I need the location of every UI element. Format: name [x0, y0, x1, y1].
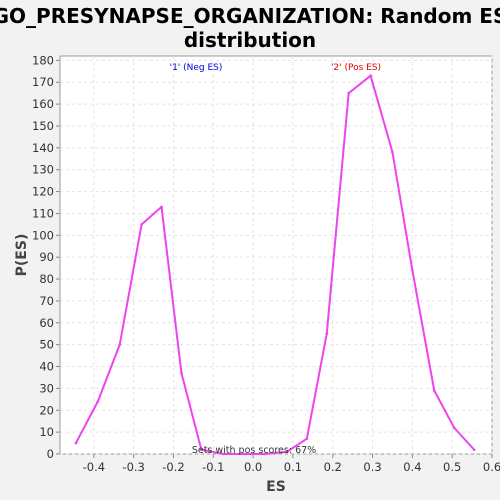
data-point — [74, 441, 78, 445]
grid — [60, 56, 493, 455]
y-tick-label: 100 — [32, 228, 54, 242]
y-tick-label: 40 — [39, 360, 54, 374]
data-point — [118, 343, 122, 346]
y-tick-label: 160 — [32, 97, 54, 111]
axis-ticks: -0.4 -0.3 -0.2 -0.1 0.0 0.1 0.2 0.3 0.4 0.5 0.6 0 10… — [32, 53, 500, 474]
y-tick-label: 130 — [32, 163, 54, 177]
data-point — [432, 389, 436, 392]
data-point — [200, 448, 203, 451]
y-axis-label: P(ES) — [14, 234, 30, 277]
series-line — [74, 74, 476, 455]
y-tick-label: 70 — [39, 294, 54, 308]
x-tick-label: 0.6 — [483, 460, 500, 474]
data-point — [285, 450, 289, 454]
x-tick-label: 0.4 — [403, 460, 421, 474]
y-tick-label: 90 — [39, 250, 54, 264]
data-point — [140, 223, 143, 226]
data-point — [347, 91, 350, 95]
x-tick-label: 0.3 — [363, 460, 381, 474]
chart-title-line-1: GO_PRESYNAPSE_ORGANIZATION: Random ES — [0, 4, 500, 28]
y-tick-label: 80 — [39, 272, 54, 286]
data-point — [325, 332, 329, 336]
x-tick-label: 0.1 — [284, 460, 302, 474]
data-point — [391, 150, 394, 154]
x-tick-label: 0.5 — [443, 460, 461, 474]
data-point — [221, 452, 225, 456]
data-point — [160, 205, 163, 209]
plot-area — [59, 55, 493, 455]
x-tick-label: 0.0 — [244, 460, 262, 474]
y-tick-label: 140 — [32, 141, 54, 155]
y-tick-label: 150 — [32, 119, 54, 133]
footnote-pos-scores: Sets with pos scores: 67% — [192, 445, 316, 456]
y-tick-label: 110 — [32, 206, 54, 220]
y-tick-label: 60 — [39, 316, 54, 330]
y-tick-label: 120 — [32, 185, 54, 199]
x-axis-label: ES — [266, 479, 286, 495]
data-point — [180, 371, 183, 375]
y-tick-label: 10 — [39, 425, 54, 439]
y-tick-label: 170 — [32, 75, 54, 89]
annotation-pos-es: '2' (Pos ES) — [331, 63, 381, 73]
x-tick-label: -0.4 — [83, 460, 105, 474]
y-tick-label: 20 — [39, 403, 54, 417]
data-point — [472, 448, 476, 451]
annotation-neg-es: '1' (Neg ES) — [170, 63, 223, 73]
chart-title-line-2: distribution — [184, 28, 316, 52]
y-tick-label: 30 — [39, 381, 54, 395]
x-tick-label: -0.1 — [202, 460, 224, 474]
data-point — [305, 437, 309, 440]
series-layer — [74, 74, 476, 456]
x-tick-label: -0.2 — [162, 460, 184, 474]
x-tick-label: -0.3 — [122, 460, 144, 474]
y-tick-label: 50 — [39, 338, 54, 352]
data-point — [452, 426, 456, 430]
data-point — [369, 74, 372, 77]
data-point — [263, 452, 267, 456]
data-point — [243, 452, 247, 456]
y-tick-label: 180 — [32, 53, 54, 67]
data-point — [411, 269, 414, 272]
data-point — [96, 400, 100, 403]
x-tick-label: 0.2 — [324, 460, 342, 474]
y-tick-label: 0 — [47, 447, 54, 461]
